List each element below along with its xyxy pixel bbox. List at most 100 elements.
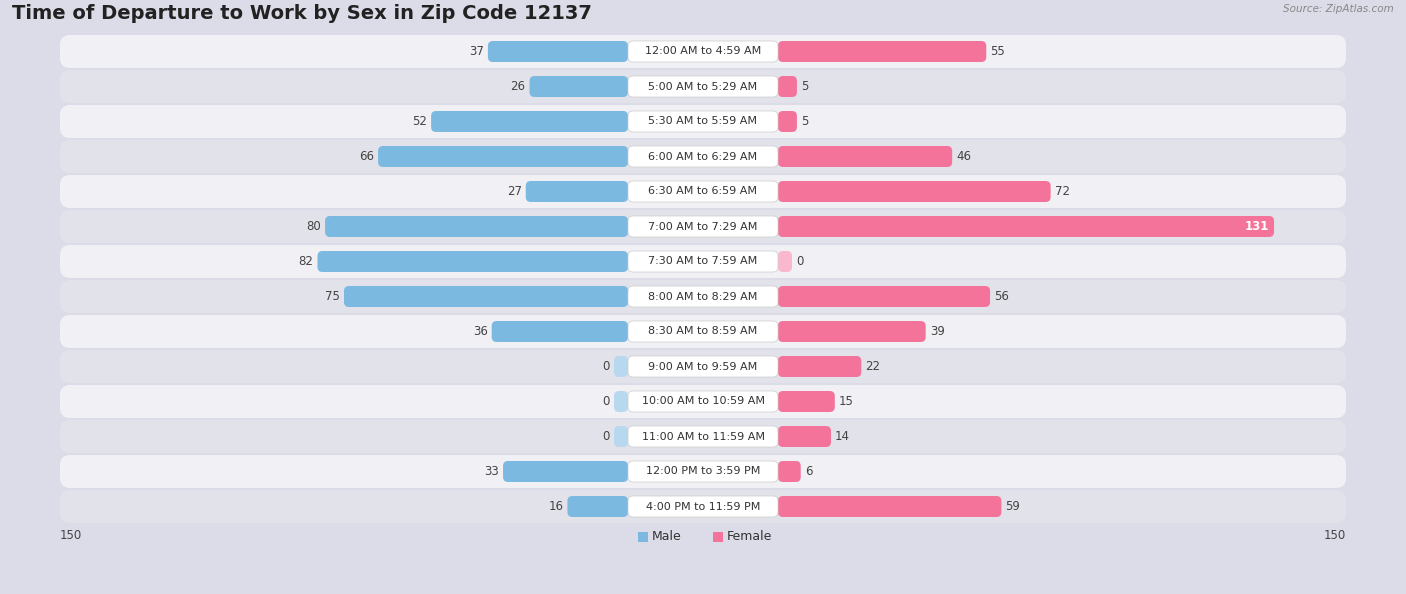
- Text: 4:00 PM to 11:59 PM: 4:00 PM to 11:59 PM: [645, 501, 761, 511]
- FancyBboxPatch shape: [60, 385, 1346, 418]
- FancyBboxPatch shape: [318, 251, 628, 272]
- FancyBboxPatch shape: [325, 216, 628, 237]
- Text: 56: 56: [994, 290, 1010, 303]
- Text: 8:00 AM to 8:29 AM: 8:00 AM to 8:29 AM: [648, 292, 758, 302]
- Text: 15: 15: [839, 395, 853, 408]
- Text: Time of Departure to Work by Sex in Zip Code 12137: Time of Departure to Work by Sex in Zip …: [13, 4, 592, 23]
- FancyBboxPatch shape: [628, 321, 778, 342]
- Text: 82: 82: [298, 255, 314, 268]
- FancyBboxPatch shape: [488, 41, 628, 62]
- FancyBboxPatch shape: [778, 251, 792, 272]
- FancyBboxPatch shape: [778, 76, 797, 97]
- FancyBboxPatch shape: [526, 181, 628, 202]
- Text: 6:00 AM to 6:29 AM: 6:00 AM to 6:29 AM: [648, 151, 758, 162]
- Text: 55: 55: [990, 45, 1005, 58]
- FancyBboxPatch shape: [778, 321, 925, 342]
- Text: 37: 37: [470, 45, 484, 58]
- Text: 12:00 AM to 4:59 AM: 12:00 AM to 4:59 AM: [645, 46, 761, 56]
- Text: 27: 27: [506, 185, 522, 198]
- Text: 150: 150: [60, 529, 82, 542]
- FancyBboxPatch shape: [628, 426, 778, 447]
- Text: 0: 0: [603, 395, 610, 408]
- FancyBboxPatch shape: [503, 461, 628, 482]
- Text: 150: 150: [1324, 529, 1346, 542]
- Text: 6:30 AM to 6:59 AM: 6:30 AM to 6:59 AM: [648, 187, 758, 197]
- Text: 11:00 AM to 11:59 AM: 11:00 AM to 11:59 AM: [641, 431, 765, 441]
- Text: 46: 46: [956, 150, 972, 163]
- FancyBboxPatch shape: [628, 216, 778, 237]
- FancyBboxPatch shape: [628, 461, 778, 482]
- Bar: [713, 532, 723, 542]
- FancyBboxPatch shape: [628, 356, 778, 377]
- FancyBboxPatch shape: [60, 455, 1346, 488]
- Text: 66: 66: [359, 150, 374, 163]
- FancyBboxPatch shape: [344, 286, 628, 307]
- FancyBboxPatch shape: [778, 496, 1001, 517]
- FancyBboxPatch shape: [432, 111, 628, 132]
- Text: 7:30 AM to 7:59 AM: 7:30 AM to 7:59 AM: [648, 257, 758, 267]
- FancyBboxPatch shape: [778, 286, 990, 307]
- FancyBboxPatch shape: [628, 146, 778, 167]
- Text: 12:00 PM to 3:59 PM: 12:00 PM to 3:59 PM: [645, 466, 761, 476]
- FancyBboxPatch shape: [568, 496, 628, 517]
- FancyBboxPatch shape: [614, 356, 628, 377]
- Text: 26: 26: [510, 80, 526, 93]
- Text: 0: 0: [603, 360, 610, 373]
- Text: 16: 16: [548, 500, 564, 513]
- FancyBboxPatch shape: [530, 76, 628, 97]
- Text: Female: Female: [727, 530, 772, 544]
- FancyBboxPatch shape: [60, 140, 1346, 173]
- Bar: [638, 532, 648, 542]
- FancyBboxPatch shape: [778, 216, 1274, 237]
- Text: 72: 72: [1054, 185, 1070, 198]
- Text: 0: 0: [603, 430, 610, 443]
- FancyBboxPatch shape: [378, 146, 628, 167]
- FancyBboxPatch shape: [60, 315, 1346, 348]
- FancyBboxPatch shape: [60, 350, 1346, 383]
- FancyBboxPatch shape: [60, 245, 1346, 278]
- FancyBboxPatch shape: [60, 210, 1346, 243]
- Text: 39: 39: [929, 325, 945, 338]
- FancyBboxPatch shape: [778, 111, 797, 132]
- Text: 5:30 AM to 5:59 AM: 5:30 AM to 5:59 AM: [648, 116, 758, 127]
- FancyBboxPatch shape: [614, 426, 628, 447]
- FancyBboxPatch shape: [628, 181, 778, 202]
- FancyBboxPatch shape: [778, 41, 986, 62]
- FancyBboxPatch shape: [614, 391, 628, 412]
- Text: 9:00 AM to 9:59 AM: 9:00 AM to 9:59 AM: [648, 362, 758, 371]
- Text: 5: 5: [801, 80, 808, 93]
- FancyBboxPatch shape: [778, 146, 952, 167]
- Text: 33: 33: [484, 465, 499, 478]
- FancyBboxPatch shape: [628, 251, 778, 272]
- Text: 52: 52: [412, 115, 427, 128]
- Text: Male: Male: [652, 530, 682, 544]
- Text: Source: ZipAtlas.com: Source: ZipAtlas.com: [1284, 4, 1393, 14]
- FancyBboxPatch shape: [778, 426, 831, 447]
- FancyBboxPatch shape: [628, 76, 778, 97]
- Text: 131: 131: [1244, 220, 1270, 233]
- Text: 36: 36: [472, 325, 488, 338]
- Text: 14: 14: [835, 430, 851, 443]
- FancyBboxPatch shape: [628, 496, 778, 517]
- FancyBboxPatch shape: [778, 356, 862, 377]
- FancyBboxPatch shape: [628, 391, 778, 412]
- FancyBboxPatch shape: [492, 321, 628, 342]
- FancyBboxPatch shape: [628, 286, 778, 307]
- Text: 6: 6: [804, 465, 813, 478]
- Text: 10:00 AM to 10:59 AM: 10:00 AM to 10:59 AM: [641, 397, 765, 406]
- FancyBboxPatch shape: [60, 420, 1346, 453]
- FancyBboxPatch shape: [628, 41, 778, 62]
- FancyBboxPatch shape: [60, 490, 1346, 523]
- Text: 7:00 AM to 7:29 AM: 7:00 AM to 7:29 AM: [648, 222, 758, 232]
- FancyBboxPatch shape: [60, 70, 1346, 103]
- FancyBboxPatch shape: [778, 391, 835, 412]
- FancyBboxPatch shape: [778, 461, 801, 482]
- Text: 5: 5: [801, 115, 808, 128]
- FancyBboxPatch shape: [628, 111, 778, 132]
- Text: 0: 0: [796, 255, 803, 268]
- FancyBboxPatch shape: [60, 280, 1346, 313]
- FancyBboxPatch shape: [60, 35, 1346, 68]
- FancyBboxPatch shape: [60, 175, 1346, 208]
- Text: 59: 59: [1005, 500, 1021, 513]
- Text: 75: 75: [325, 290, 340, 303]
